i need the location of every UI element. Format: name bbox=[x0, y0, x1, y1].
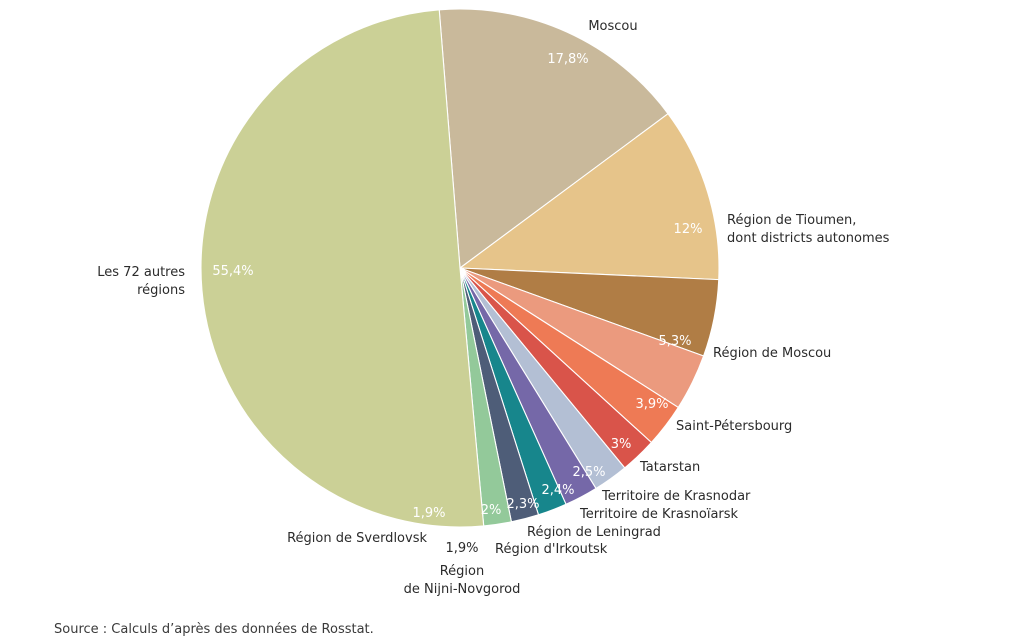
percent-label: 55,4% bbox=[212, 264, 253, 279]
pie-slice-moscou bbox=[438, 8, 669, 269]
source-note: Source : Calculs d’après des données de … bbox=[54, 622, 374, 637]
percent-label: 1,9% bbox=[445, 541, 478, 556]
pie-slice-les-72-autres-regions bbox=[200, 9, 485, 528]
percent-labels: 17,8% 12% 5,3% 3,9% 3% 2,5% 2,4%2,3% 2% 1,9% 1,9%… bbox=[212, 52, 702, 556]
category-label: Tatarstan bbox=[639, 460, 700, 475]
percent-label: 3% bbox=[611, 437, 632, 452]
pie-slices bbox=[200, 8, 720, 528]
percent-label: 2% bbox=[481, 503, 502, 518]
percent-label: 3,9% bbox=[635, 397, 668, 412]
percent-label: 1,9% bbox=[412, 506, 445, 521]
category-label: Région d'Irkoutsk bbox=[495, 542, 608, 557]
category-label: Région de Moscou bbox=[713, 346, 831, 361]
category-label: Moscou bbox=[588, 19, 637, 34]
category-label: Région de Tioumen, dont districts autonom… bbox=[727, 213, 890, 246]
pie-slice-region-de-tioumen-dont-districts-autonomes bbox=[459, 113, 720, 281]
category-label: Les 72 autres régions bbox=[97, 265, 185, 298]
percent-label: 2,3% bbox=[506, 497, 539, 512]
percent-label: 2,5% bbox=[572, 465, 605, 480]
category-label: Région de Nijni-Novgorod bbox=[404, 564, 521, 597]
category-label: Région de Sverdlovsk bbox=[287, 531, 427, 546]
percent-label: 5,3% bbox=[658, 334, 691, 349]
category-label: Territoire de Krasnodar bbox=[601, 489, 751, 504]
category-label: Territoire de Krasnoïarsk bbox=[579, 507, 739, 522]
percent-label: 2,4% bbox=[541, 483, 574, 498]
category-label: Région de Leningrad bbox=[527, 525, 661, 540]
category-labels: Moscou Région de Tioumen, dont districts a… bbox=[97, 19, 889, 597]
percent-label: 17,8% bbox=[547, 52, 588, 67]
category-label: Saint-Pétersbourg bbox=[676, 419, 792, 434]
percent-label: 12% bbox=[674, 222, 703, 237]
